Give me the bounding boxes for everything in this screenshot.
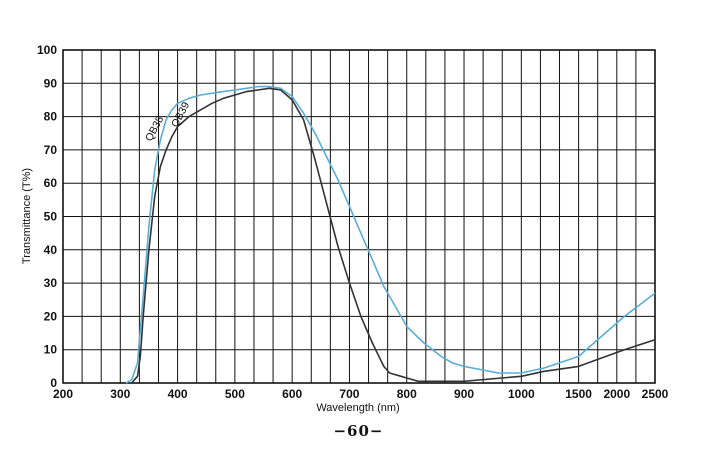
y-tick-label: 90 xyxy=(44,76,58,90)
x-tick-label: 400 xyxy=(168,387,188,401)
series-line-qb39 xyxy=(131,87,656,384)
series-label-qb39: QB39 xyxy=(169,100,192,129)
x-tick-label: 800 xyxy=(397,387,417,401)
x-tick-label: 2500 xyxy=(642,387,669,401)
y-tick-label: 10 xyxy=(44,343,58,357)
y-axis-label: Transmittance (T%) xyxy=(21,168,33,264)
y-tick-label: 50 xyxy=(44,210,58,224)
x-tick-label: 200 xyxy=(53,387,73,401)
y-tick-label: 80 xyxy=(44,110,58,124)
y-tick-label: 0 xyxy=(50,376,57,390)
x-axis-label: Wavelength (nm) xyxy=(316,402,399,414)
y-tick-label: 60 xyxy=(44,176,58,190)
y-tick-label: 40 xyxy=(44,243,58,257)
y-tick-label: 100 xyxy=(37,43,57,57)
x-tick-label: 900 xyxy=(454,387,474,401)
x-tick-label: 1500 xyxy=(565,387,592,401)
series-line-qb38 xyxy=(125,85,656,384)
series-layer xyxy=(125,85,656,384)
x-tick-label: 1000 xyxy=(508,387,535,401)
page-number: −60− xyxy=(333,422,384,440)
x-tick-labels: 200 300 400 500 600 700 800 900 1000 1500 2000 2500 xyxy=(53,387,669,401)
y-tick-label: 20 xyxy=(44,309,58,323)
y-tick-label: 70 xyxy=(44,143,58,157)
x-tick-label: 700 xyxy=(339,387,359,401)
x-tick-label: 600 xyxy=(282,387,302,401)
x-tick-label: 500 xyxy=(225,387,245,401)
x-tick-label: 300 xyxy=(110,387,130,401)
plot-frame xyxy=(62,49,656,384)
y-tick-label: 30 xyxy=(44,276,58,290)
x-tick-label: 2000 xyxy=(603,387,630,401)
horizontal-gridlines xyxy=(63,82,655,351)
y-tick-labels: 0 10 20 30 40 50 60 70 80 90 100 xyxy=(37,43,57,390)
